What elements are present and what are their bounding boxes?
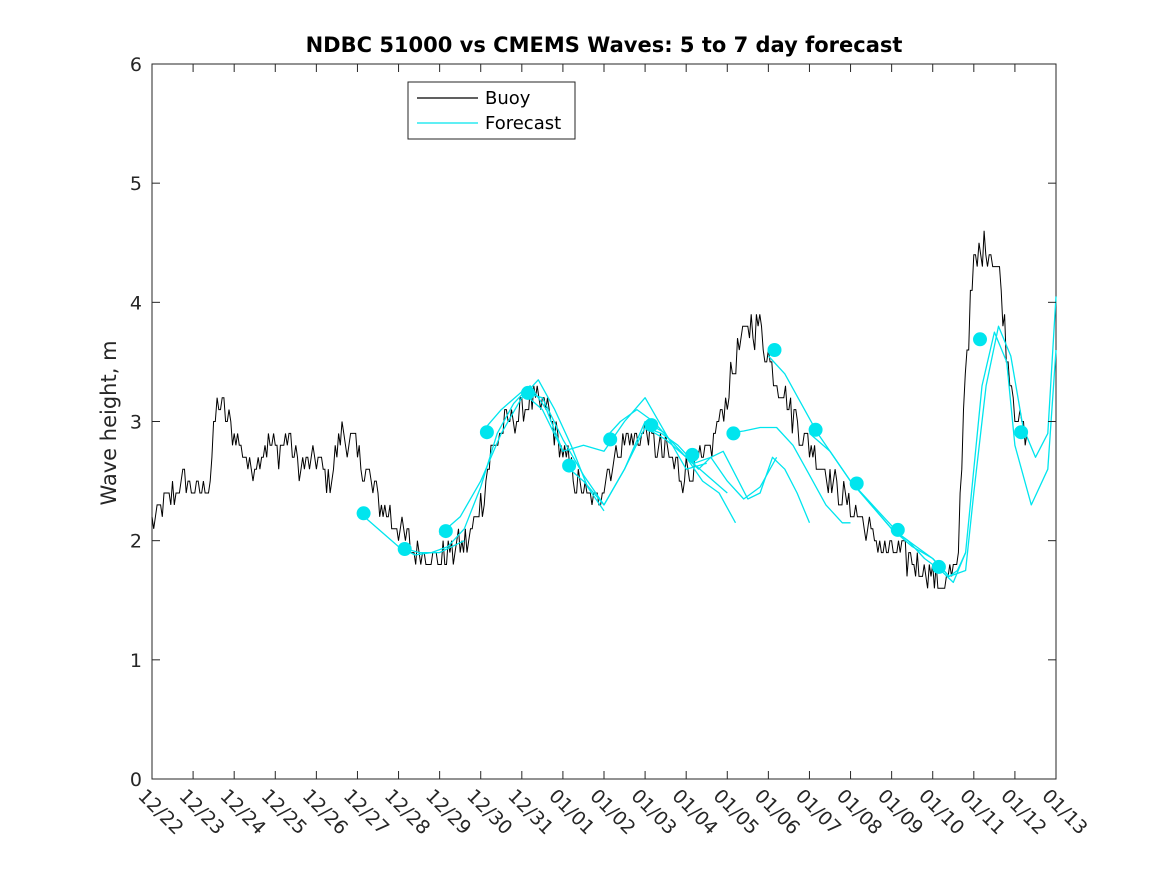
x-tick-label: 01/08 — [832, 785, 886, 839]
forecast-marker — [726, 426, 741, 441]
forecast-marker — [1014, 425, 1029, 440]
series-layer — [151, 230, 1057, 589]
y-tick-label: 5 — [130, 173, 142, 195]
x-tick-label: 12/29 — [421, 785, 475, 839]
x-tick-label: 12/27 — [339, 785, 393, 839]
forecast-marker — [521, 385, 535, 400]
forecast-marker — [849, 476, 864, 491]
x-tick-label: 12/26 — [298, 785, 352, 839]
x-tick-label: 12/31 — [503, 785, 557, 839]
x-tick-label: 01/06 — [750, 785, 804, 839]
forecast-series-line — [398, 385, 564, 556]
x-tick-label: 01/01 — [544, 785, 598, 839]
x-tick-label: 01/11 — [955, 785, 1009, 839]
x-tick-label: 01/12 — [996, 785, 1050, 839]
legend-buoy-label: Buoy — [485, 88, 531, 109]
axes-box — [151, 63, 1057, 780]
y-tick-label: 3 — [130, 412, 142, 434]
x-tick-label: 01/09 — [873, 785, 927, 839]
forecast-marker — [685, 447, 700, 462]
forecast-marker — [767, 343, 782, 357]
x-tick-label: 12/25 — [257, 785, 311, 839]
x-tick-label: 12/22 — [133, 785, 187, 839]
y-tick-label: 1 — [130, 650, 142, 672]
forecast-series-line — [480, 391, 666, 506]
chart-title: NDBC 51000 vs CMEMS Waves: 5 to 7 day fo… — [306, 33, 903, 57]
forecast-marker — [644, 418, 659, 433]
y-tick-label: 0 — [130, 769, 142, 791]
forecast-series-line — [685, 450, 811, 524]
forecast-marker — [438, 524, 453, 539]
x-tick-label: 01/07 — [791, 785, 845, 839]
x-tick-label: 12/28 — [380, 785, 434, 839]
legend-forecast-label: Forecast — [485, 113, 561, 134]
x-tick-label: 12/30 — [462, 785, 516, 839]
forecast-marker — [808, 422, 823, 437]
y-tick-label: 2 — [130, 531, 142, 553]
x-tick-label: 12/23 — [175, 785, 229, 839]
forecast-marker — [603, 432, 618, 447]
legend-box — [407, 81, 576, 140]
forecast-marker — [890, 522, 905, 537]
x-tick-label: 01/03 — [627, 785, 681, 839]
legend: Buoy Forecast — [407, 81, 576, 140]
forecast-marker — [562, 458, 577, 473]
x-tick-label: 01/05 — [709, 785, 763, 839]
y-axis-label: Wave height, m — [97, 340, 121, 505]
forecast-series-line — [727, 426, 851, 524]
forecast-marker — [931, 559, 946, 574]
forecast-marker — [356, 506, 371, 521]
forecast-marker — [973, 332, 987, 347]
y-tick-label: 4 — [130, 292, 142, 314]
buoy-series-line — [151, 230, 1028, 589]
x-tick-label: 01/02 — [585, 785, 639, 839]
forecast-series-line — [357, 510, 465, 554]
x-tick-label: 12/24 — [216, 785, 270, 839]
x-tick-label: 01/13 — [1037, 785, 1091, 839]
plot-area — [151, 63, 1057, 780]
forecast-marker — [397, 542, 412, 556]
x-tick-label: 01/04 — [668, 785, 722, 839]
y-tick-label: 6 — [130, 54, 142, 76]
forecast-marker — [479, 425, 494, 440]
x-tick-label: 01/10 — [914, 785, 968, 839]
